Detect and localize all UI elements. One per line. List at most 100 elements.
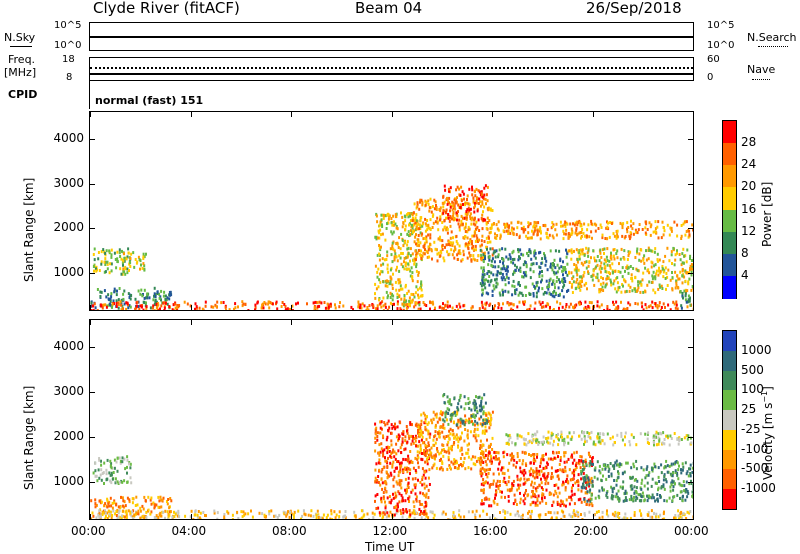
echo-cell [637,493,640,497]
echo-cell [122,509,125,513]
echo-cell [588,432,591,436]
freq-tick-bottom: 8 [66,72,73,83]
echo-cell [586,431,589,435]
echo-cell [427,245,430,249]
echo-cell [443,419,446,423]
echo-cell [494,457,497,461]
echo-cell [149,306,152,310]
echo-cell [126,465,128,469]
y-tick-mark [688,437,694,439]
echo-cell [481,472,484,476]
x-tick-mark [190,514,192,520]
echo-cell [394,495,397,498]
echo-cell [596,263,599,267]
echo-cell [669,278,672,282]
echo-cell [643,254,646,258]
echo-cell [473,217,476,221]
echo-cell [400,251,403,255]
echo-cell [572,275,575,279]
echo-cell [499,480,501,483]
echo-cell [458,302,461,306]
echo-cell [598,290,601,294]
echo-cell [438,431,441,435]
echo-cell [666,223,669,227]
echo-cell [265,514,267,518]
echo-cell [606,490,609,493]
echo-cell [434,430,437,434]
echo-cell [393,469,396,473]
echo-cell [421,431,424,435]
echo-cell [393,255,396,259]
echo-cell [534,495,537,499]
echo-cell [679,258,682,262]
echo-cell [95,516,98,519]
echo-cell [510,260,513,264]
echo-cell [102,248,105,252]
echo-cell [452,511,455,515]
echo-cell [459,421,462,425]
echo-cell [653,250,656,254]
echo-cell [449,427,452,431]
echo-cell [396,425,399,429]
echo-cell [651,277,654,281]
echo-cell [544,291,546,294]
echo-cell [438,429,441,433]
echo-cell [586,439,588,443]
echo-cell [609,256,612,259]
echo-cell [444,303,447,307]
echo-cell [478,417,481,421]
echo-cell [509,231,512,235]
echo-cell [419,231,422,235]
echo-cell [380,447,383,451]
echo-cell [134,297,137,301]
echo-cell [566,480,569,484]
power-heatmap [90,184,693,310]
echo-cell [576,273,579,277]
echo-cell [406,267,408,271]
echo-cell [416,242,419,246]
echo-cell [548,493,551,496]
echo-cell [536,497,539,501]
echo-cell [616,497,619,501]
echo-cell [682,247,685,251]
echo-cell [653,436,656,440]
echo-cell [120,516,123,519]
echo-cell [674,469,677,473]
echo-cell [557,477,560,481]
echo-cell [550,431,553,435]
echo-cell [527,254,530,258]
echo-cell [420,438,423,442]
echo-cell [684,279,687,283]
echo-cell [122,269,125,273]
echo-cell [512,483,515,487]
echo-cell [459,449,462,453]
echo-cell [400,211,402,215]
echo-cell [525,265,528,269]
echo-cell [396,241,399,245]
echo-cell [404,439,407,443]
echo-cell [457,436,460,440]
echo-cell [629,235,632,239]
echo-cell [135,304,138,308]
echo-cell [504,510,507,514]
echo-cell [507,232,510,235]
echo-cell [629,250,632,254]
echo-cell [196,515,199,519]
echo-cell [412,509,415,513]
echo-cell [403,294,406,297]
echo-cell [491,264,494,268]
echo-cell [419,502,422,506]
echo-cell [616,229,619,233]
echo-cell [477,457,480,460]
x-tick-mark [90,319,91,325]
echo-cell [575,228,578,232]
echo-cell [672,480,675,484]
echo-cell [573,473,576,477]
echo-cell [107,509,110,513]
echo-cell [115,460,118,464]
echo-cell [417,271,420,275]
echo-cell [480,460,483,464]
echo-cell [396,307,399,310]
echo-cell [599,432,602,436]
echo-cell [516,452,519,455]
